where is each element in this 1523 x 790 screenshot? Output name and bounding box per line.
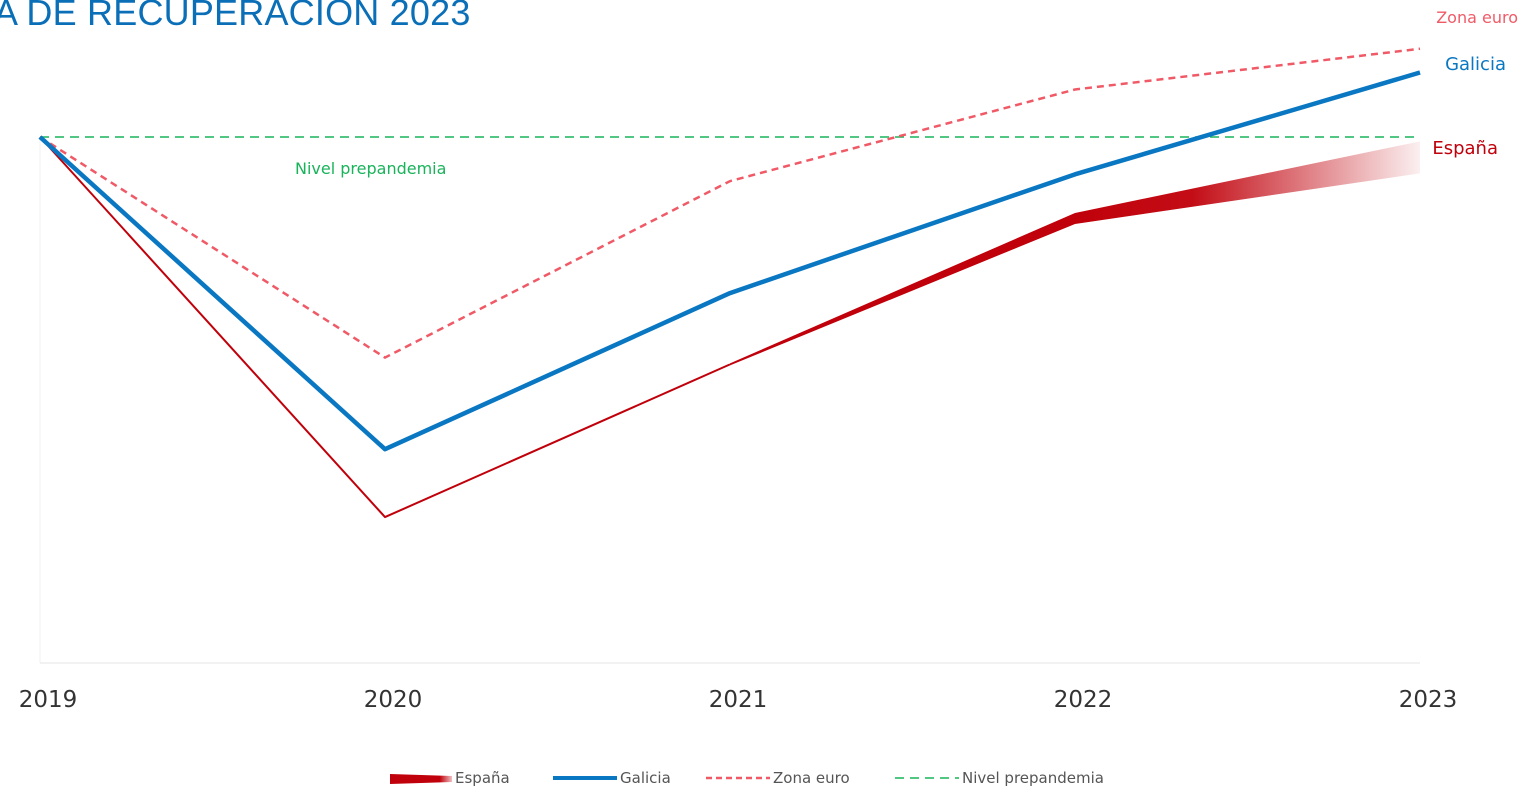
- legend-swatch-espana: [390, 774, 452, 784]
- legend-label-galicia: Galicia: [620, 769, 671, 787]
- chart-legend: España Galicia Zona euro Nivel prepandem…: [0, 768, 1523, 790]
- x-tick-label-2019: 2019: [19, 687, 78, 713]
- legend-label-nivel-prepandemia: Nivel prepandemia: [962, 769, 1104, 787]
- x-tick-label-2023: 2023: [1399, 687, 1458, 713]
- legend-item-zona-euro: Zona euro: [706, 768, 850, 788]
- legend-swatch-nivel-prepandemia: [895, 777, 959, 779]
- series-band-espana: [730, 141, 1420, 366]
- legend-swatch-galicia: [553, 776, 617, 780]
- x-tick-label-2022: 2022: [1054, 687, 1113, 713]
- legend-item-espana: España: [390, 768, 510, 788]
- x-tick-label-2021: 2021: [709, 687, 768, 713]
- x-tick-label-2020: 2020: [364, 687, 423, 713]
- legend-item-galicia: Galicia: [553, 768, 671, 788]
- legend-label-espana: España: [455, 769, 510, 787]
- series-line-zona-euro: [39, 47, 1421, 360]
- chart-title: A DE RECUPERACIÓN 2023: [0, 0, 471, 33]
- reference-label-nivel-prepandemia: Nivel prepandemia: [295, 159, 446, 178]
- legend-item-nivel-prepandemia: Nivel prepandemia: [895, 768, 1104, 788]
- end-label-zona-euro: Zona euro: [1436, 8, 1518, 27]
- legend-label-zona-euro: Zona euro: [773, 769, 850, 787]
- legend-swatch-zona-euro: [706, 776, 770, 780]
- series-line-espana: [39, 136, 731, 519]
- end-label-espana: España: [1432, 138, 1498, 159]
- end-label-galicia: Galicia: [1445, 54, 1506, 75]
- series-line-galicia: [38, 70, 1421, 452]
